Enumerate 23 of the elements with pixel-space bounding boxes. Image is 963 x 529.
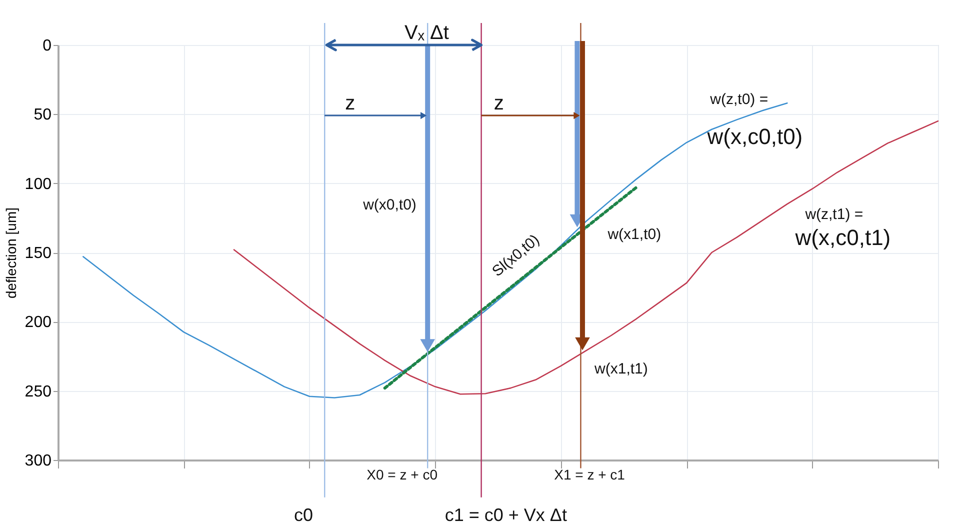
text: c1 = c0 + Vx Δt — [444, 505, 567, 526]
y-tick-label: 300 — [24, 452, 52, 470]
annotation: w(x1,t0) — [606, 226, 662, 244]
y-tick-label: 0 — [42, 38, 52, 54]
text: c0 — [294, 505, 314, 526]
y-tick-label: 100 — [24, 176, 52, 193]
annotation: z — [494, 92, 504, 114]
y-tick-label: 200 — [24, 314, 52, 332]
text: Vₓ Δt — [404, 22, 450, 44]
text: X0 = z + c0 — [366, 466, 438, 482]
annotation: w(x,c0,t0) — [706, 124, 803, 150]
annotation: z — [345, 92, 356, 114]
y-tick-label: 50 — [34, 106, 52, 124]
annotation: w(z,t0) = — [709, 90, 768, 108]
annotation: w(x1,t1) — [594, 360, 648, 378]
text: X1 = z + c1 — [554, 466, 626, 482]
line-series — [233, 120, 939, 395]
y-tick-label: 150 — [24, 245, 52, 262]
y-axis-title: deflection [um] — [2, 207, 19, 299]
y-tick-label: 250 — [24, 383, 52, 400]
annotation: w(x,c0,t1) — [794, 224, 891, 250]
annotation: w(x0,t0) — [362, 196, 416, 214]
annotation: w(z,t1) = — [804, 206, 864, 223]
